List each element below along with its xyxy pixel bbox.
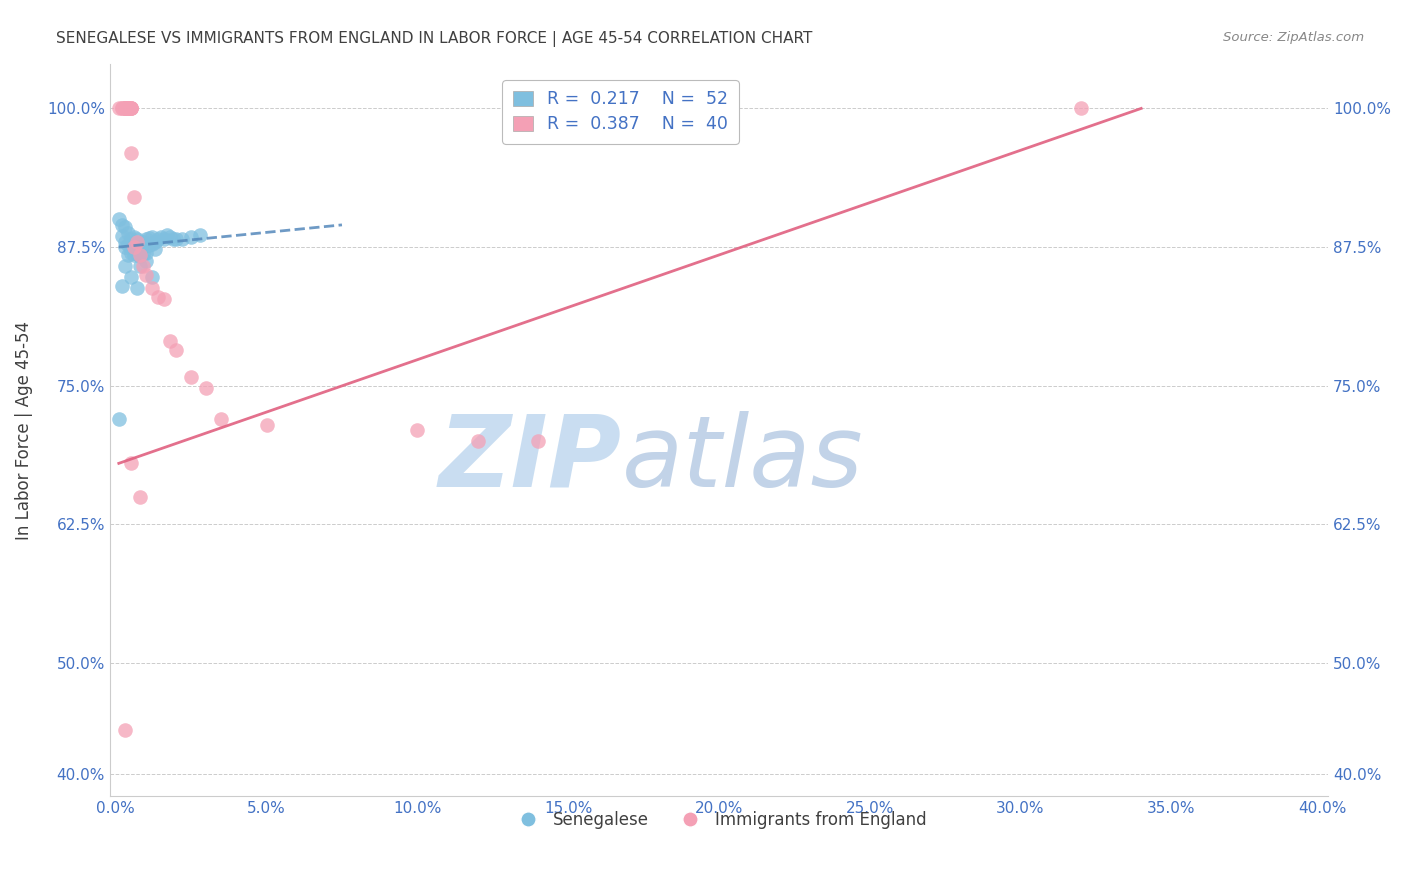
Point <box>114 102 136 116</box>
Point <box>150 230 173 244</box>
Point <box>162 232 184 246</box>
Text: Source: ZipAtlas.com: Source: ZipAtlas.com <box>1223 31 1364 45</box>
Point <box>141 230 163 244</box>
Point <box>114 240 136 254</box>
Point <box>122 248 145 262</box>
Point <box>120 456 142 470</box>
Point <box>114 235 136 249</box>
Point <box>117 102 139 116</box>
Point <box>117 102 139 116</box>
Text: SENEGALESE VS IMMIGRANTS FROM ENGLAND IN LABOR FORCE | AGE 45-54 CORRELATION CHA: SENEGALESE VS IMMIGRANTS FROM ENGLAND IN… <box>56 31 813 47</box>
Point <box>209 412 232 426</box>
Point <box>153 232 176 246</box>
Point <box>111 229 134 244</box>
Y-axis label: In Labor Force | Age 45-54: In Labor Force | Age 45-54 <box>15 320 32 540</box>
Point <box>129 248 152 262</box>
Point <box>120 270 142 285</box>
Point <box>467 434 489 449</box>
Point <box>141 270 163 285</box>
Point <box>172 232 194 246</box>
Point <box>180 369 202 384</box>
Point <box>120 102 142 116</box>
Point <box>120 245 142 260</box>
Point <box>120 239 142 253</box>
Point <box>107 412 129 426</box>
Point <box>114 102 136 116</box>
Point <box>111 102 134 116</box>
Point <box>122 235 145 250</box>
Point <box>107 102 129 116</box>
Point <box>138 231 160 245</box>
Point <box>146 232 169 246</box>
Point <box>180 230 202 244</box>
Point <box>406 423 429 437</box>
Point <box>117 226 139 240</box>
Point <box>120 232 142 246</box>
Point <box>135 232 157 246</box>
Point <box>129 249 152 263</box>
Point <box>107 212 129 227</box>
Point <box>146 290 169 304</box>
Point <box>111 218 134 232</box>
Point <box>188 227 211 242</box>
Point <box>120 102 142 116</box>
Point <box>114 220 136 235</box>
Point <box>125 232 148 246</box>
Point <box>135 268 157 282</box>
Point <box>122 190 145 204</box>
Point <box>159 230 181 244</box>
Point <box>117 102 139 116</box>
Point <box>138 237 160 252</box>
Point <box>117 102 139 116</box>
Text: ZIP: ZIP <box>439 411 621 508</box>
Text: atlas: atlas <box>621 411 863 508</box>
Point <box>122 240 145 254</box>
Point <box>117 102 139 116</box>
Point <box>120 145 142 160</box>
Point <box>129 259 152 273</box>
Point <box>156 227 179 242</box>
Point <box>114 102 136 116</box>
Point <box>125 235 148 249</box>
Point <box>1070 102 1092 116</box>
Point <box>159 334 181 349</box>
Point <box>135 245 157 260</box>
Point <box>125 281 148 295</box>
Point <box>125 239 148 253</box>
Point <box>132 240 155 254</box>
Point <box>143 235 166 249</box>
Point <box>120 102 142 116</box>
Point <box>114 723 136 737</box>
Point <box>120 102 142 116</box>
Point <box>143 242 166 256</box>
Point <box>114 259 136 273</box>
Point <box>165 232 187 246</box>
Point <box>588 102 610 116</box>
Point <box>129 490 152 504</box>
Point <box>117 237 139 252</box>
Point <box>111 102 134 116</box>
Point <box>111 279 134 293</box>
Point <box>132 259 155 273</box>
Point <box>153 292 176 306</box>
Point <box>132 246 155 260</box>
Point <box>135 239 157 253</box>
Point <box>165 343 187 358</box>
Legend: Senegalese, Immigrants from England: Senegalese, Immigrants from England <box>505 804 934 835</box>
Point <box>122 241 145 255</box>
Point <box>132 235 155 249</box>
Point <box>114 102 136 116</box>
Point <box>129 241 152 255</box>
Point <box>135 254 157 268</box>
Point <box>117 248 139 262</box>
Point <box>129 235 152 250</box>
Point <box>256 417 278 432</box>
Point <box>195 381 218 395</box>
Point <box>141 236 163 251</box>
Point <box>527 434 550 449</box>
Point <box>122 230 145 244</box>
Point <box>125 246 148 260</box>
Point <box>141 281 163 295</box>
